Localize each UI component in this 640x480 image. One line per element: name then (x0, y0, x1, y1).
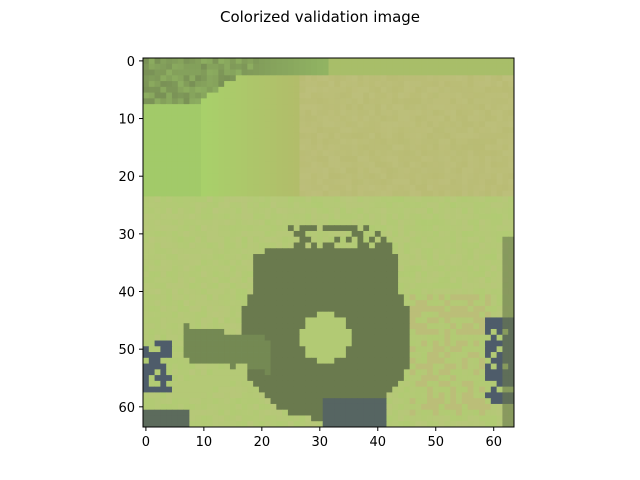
y-tick-label: 20 (118, 170, 135, 185)
y-tick-label: 0 (127, 55, 135, 70)
y-tick-label: 60 (118, 401, 135, 416)
x-tick-label: 30 (312, 435, 329, 450)
y-axis: 0 10 20 30 40 50 60 (118, 55, 143, 416)
x-tick-label: 0 (142, 435, 150, 450)
y-tick-label: 50 (118, 343, 135, 358)
chart-title: Colorized validation image (220, 8, 420, 26)
x-tick-label: 50 (427, 435, 444, 450)
y-tick-label: 10 (118, 113, 135, 128)
y-tick-label: 30 (118, 228, 135, 243)
y-tick-label: 40 (118, 286, 135, 301)
x-tick-label: 10 (196, 435, 213, 450)
x-axis: 0 10 20 30 40 50 60 (142, 427, 502, 450)
axes-frame (142, 57, 515, 428)
x-tick-label: 20 (254, 435, 271, 450)
x-tick-label: 40 (370, 435, 387, 450)
x-tick-label: 60 (485, 435, 502, 450)
heatmap-image (143, 58, 515, 428)
